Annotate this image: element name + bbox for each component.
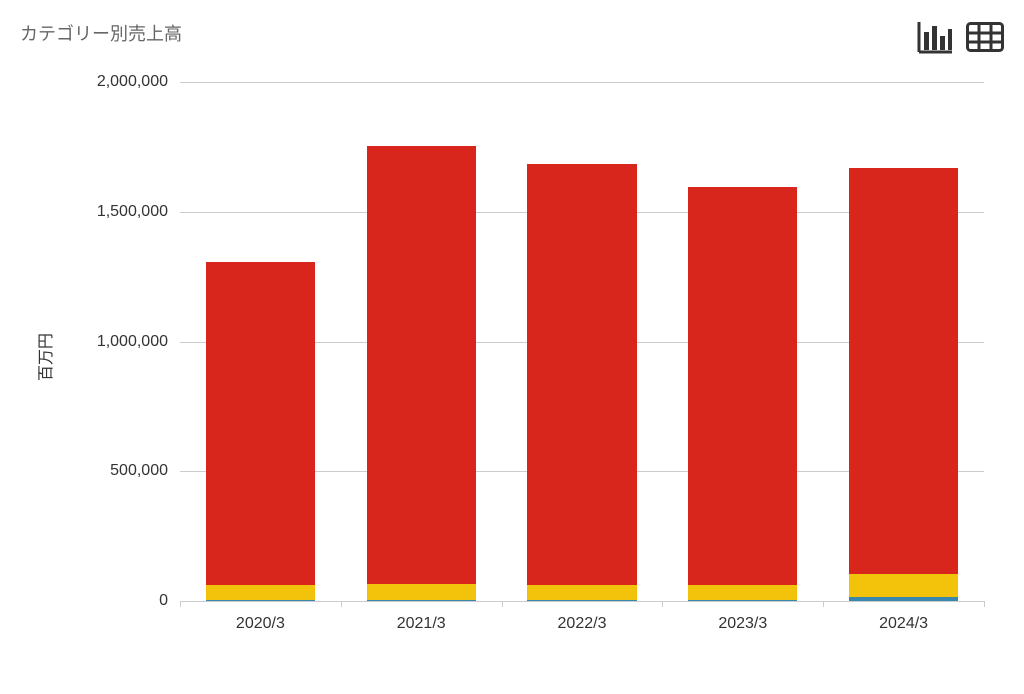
- y-tick-label: 1,000,000: [97, 333, 180, 351]
- plot-area: 0500,0001,000,0001,500,0002,000,0002020/…: [180, 82, 984, 602]
- bar-segment: [367, 600, 476, 601]
- x-tick-label: 2024/3: [879, 601, 928, 633]
- x-tick-label: 2020/3: [236, 601, 285, 633]
- bar-segment: [206, 262, 315, 585]
- bar-group: [688, 187, 797, 601]
- bar-segment: [527, 585, 636, 599]
- bar-segment: [527, 600, 636, 601]
- x-tick-mark: [823, 601, 824, 607]
- x-tick-label: 2023/3: [718, 601, 767, 633]
- gridline: [180, 82, 984, 83]
- chart-title: カテゴリー別売上高: [20, 20, 182, 46]
- bar-segment: [688, 187, 797, 585]
- bar-segment: [206, 585, 315, 599]
- bar-group: [527, 164, 636, 601]
- x-tick-mark: [502, 601, 503, 607]
- y-tick-label: 2,000,000: [97, 73, 180, 91]
- y-tick-label: 500,000: [110, 462, 180, 480]
- y-tick-label: 1,500,000: [97, 203, 180, 221]
- bar-group: [849, 168, 958, 601]
- toolbar: [916, 20, 1004, 54]
- bar-segment: [688, 585, 797, 599]
- chart-wrapper: 百万円 0500,0001,000,0001,500,0002,000,0002…: [20, 62, 1004, 652]
- y-tick-label: 0: [159, 592, 180, 610]
- bar-segment: [527, 164, 636, 586]
- bar-group: [206, 262, 315, 601]
- bar-segment: [206, 600, 315, 601]
- x-tick-mark: [180, 601, 181, 607]
- bar-segment: [688, 600, 797, 601]
- bar-segment: [849, 574, 958, 597]
- chart-container: カテゴリー別売上高: [20, 20, 1004, 674]
- bar-segment: [849, 597, 958, 601]
- bar-segment: [367, 146, 476, 585]
- bar-chart-icon[interactable]: [916, 20, 954, 54]
- header: カテゴリー別売上高: [20, 20, 1004, 54]
- table-icon[interactable]: [966, 20, 1004, 54]
- x-tick-mark: [341, 601, 342, 607]
- x-tick-label: 2021/3: [397, 601, 446, 633]
- bar-segment: [367, 584, 476, 600]
- bar-segment: [849, 168, 958, 574]
- x-tick-mark: [662, 601, 663, 607]
- x-tick-label: 2022/3: [558, 601, 607, 633]
- y-axis-label: 百万円: [32, 333, 56, 381]
- x-tick-mark: [984, 601, 985, 607]
- bar-group: [367, 146, 476, 601]
